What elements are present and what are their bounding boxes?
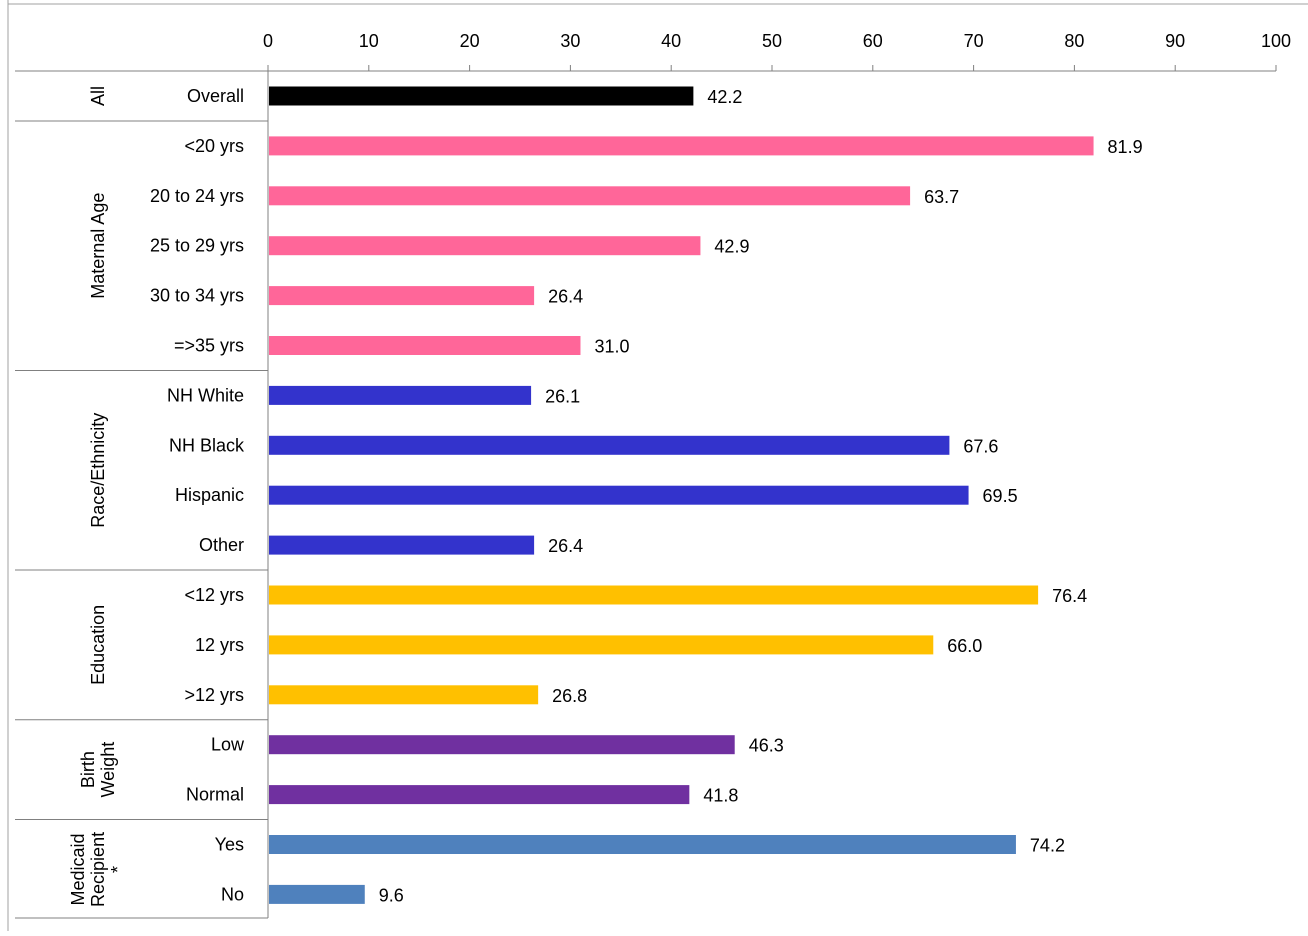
data-label: 42.2 — [707, 87, 742, 107]
bar — [269, 884, 365, 904]
x-tick-label: 0 — [263, 31, 273, 51]
category-label: NH Black — [169, 435, 245, 455]
data-label: 63.7 — [924, 187, 959, 207]
group-label-line: Education — [88, 605, 108, 685]
x-tick-label: 50 — [762, 31, 782, 51]
data-label: 74.2 — [1030, 836, 1065, 856]
x-tick-label: 10 — [359, 31, 379, 51]
x-tick-label: 20 — [460, 31, 480, 51]
data-label: 31.0 — [594, 337, 629, 357]
category-label: 30 to 34 yrs — [150, 286, 244, 306]
category-label: Hispanic — [175, 485, 244, 505]
data-label: 26.4 — [548, 287, 583, 307]
group-label-line: Race/Ethnicity — [88, 413, 108, 528]
bar — [269, 635, 934, 655]
x-tick-label: 60 — [863, 31, 883, 51]
category-label: NH White — [167, 385, 244, 405]
group-label: Maternal Age — [88, 193, 108, 299]
group-label: Race/Ethnicity — [88, 413, 108, 528]
category-label: =>35 yrs — [174, 336, 244, 356]
bar — [269, 685, 539, 705]
group-label-line: Maternal Age — [88, 193, 108, 299]
bar — [269, 86, 694, 106]
category-label: Normal — [186, 785, 244, 805]
data-label: 26.8 — [552, 686, 587, 706]
bar — [269, 735, 735, 755]
data-label: 67.6 — [963, 436, 998, 456]
bar — [269, 336, 581, 355]
category-label: No — [221, 884, 244, 904]
category-label: 12 yrs — [195, 635, 244, 655]
group-label-line: All — [88, 86, 108, 106]
bar — [269, 385, 532, 405]
group-label-line: * — [108, 866, 128, 873]
bar — [269, 485, 969, 505]
category-label: Yes — [215, 835, 244, 855]
x-tick-label: 40 — [661, 31, 681, 51]
x-tick-label: 80 — [1064, 31, 1084, 51]
category-label: 25 to 29 yrs — [150, 236, 244, 256]
data-label: 46.3 — [749, 736, 784, 756]
bar — [269, 136, 1094, 156]
group-label: All — [88, 86, 108, 106]
bar — [269, 835, 1016, 854]
category-label: >12 yrs — [184, 685, 244, 705]
bar — [269, 286, 535, 306]
bar — [269, 535, 535, 555]
category-label: Overall — [187, 86, 244, 106]
group-label: MedicaidRecipient* — [68, 832, 128, 907]
group-label-line: Birth — [78, 751, 98, 788]
category-label: Low — [211, 735, 245, 755]
data-label: 69.5 — [983, 486, 1018, 506]
bar — [269, 435, 950, 455]
group-label-line: Weight — [98, 742, 118, 798]
bar — [269, 186, 911, 206]
data-label: 81.9 — [1108, 137, 1143, 157]
data-label: 42.9 — [714, 237, 749, 257]
data-label: 76.4 — [1052, 586, 1087, 606]
x-tick-label: 100 — [1261, 31, 1291, 51]
category-label: <20 yrs — [184, 136, 244, 156]
bar — [269, 785, 690, 805]
group-label: Education — [88, 605, 108, 685]
category-label: <12 yrs — [184, 585, 244, 605]
bar — [269, 236, 701, 256]
x-tick-label: 70 — [964, 31, 984, 51]
category-label: Other — [199, 535, 244, 555]
data-label: 26.4 — [548, 536, 583, 556]
data-label: 66.0 — [947, 636, 982, 656]
x-tick-label: 30 — [560, 31, 580, 51]
x-tick-label: 90 — [1165, 31, 1185, 51]
group-label: BirthWeight — [78, 742, 118, 798]
group-label-line: Recipient — [88, 832, 108, 907]
data-label: 9.6 — [379, 885, 404, 905]
data-label: 41.8 — [703, 786, 738, 806]
group-label-line: Medicaid — [68, 833, 88, 905]
data-label: 26.1 — [545, 386, 580, 406]
category-label: 20 to 24 yrs — [150, 186, 244, 206]
bar — [269, 585, 1039, 605]
